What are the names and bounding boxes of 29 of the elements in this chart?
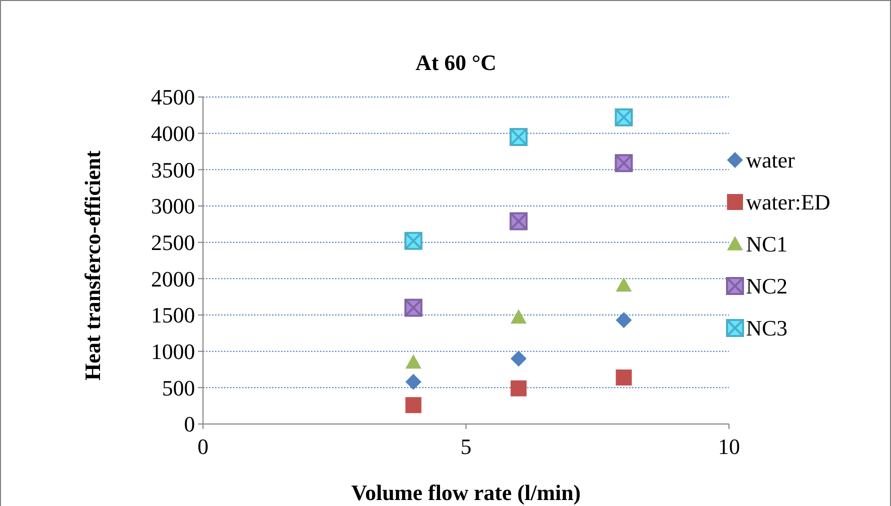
y-tick-label: 1000 (151, 339, 195, 364)
chart-title: At 60 °C (416, 50, 496, 75)
legend-label: water:ED (746, 190, 830, 215)
point (405, 354, 422, 369)
x-tick-label: 5 (460, 434, 472, 459)
point (405, 374, 422, 390)
legend-label: NC3 (746, 316, 788, 341)
y-tick-label: 4000 (151, 121, 195, 146)
y-tick-label: 2500 (151, 230, 195, 256)
x-axis-title: Volume flow rate (l/min) (351, 480, 581, 505)
y-tick-label: 3000 (151, 194, 195, 219)
point (616, 312, 632, 328)
point (405, 397, 422, 414)
y-tick-label: 3500 (151, 157, 195, 182)
point (510, 380, 527, 396)
y-tick-label: 4500 (151, 84, 195, 110)
y-tick-label: 500 (162, 375, 195, 400)
y-axis-title: Heat transferco-efficient (80, 150, 105, 380)
legend-label: water (746, 148, 796, 173)
x-tick-label: 10 (718, 434, 740, 459)
legend-label: NC1 (746, 232, 788, 257)
point (616, 277, 632, 292)
point (616, 369, 632, 386)
y-tick-label: 2000 (151, 266, 195, 292)
y-tick-label: 0 (184, 412, 195, 437)
legend-label: NC2 (746, 274, 788, 299)
point (510, 309, 527, 324)
y-tick-label: 1500 (151, 302, 195, 328)
point (510, 350, 527, 367)
